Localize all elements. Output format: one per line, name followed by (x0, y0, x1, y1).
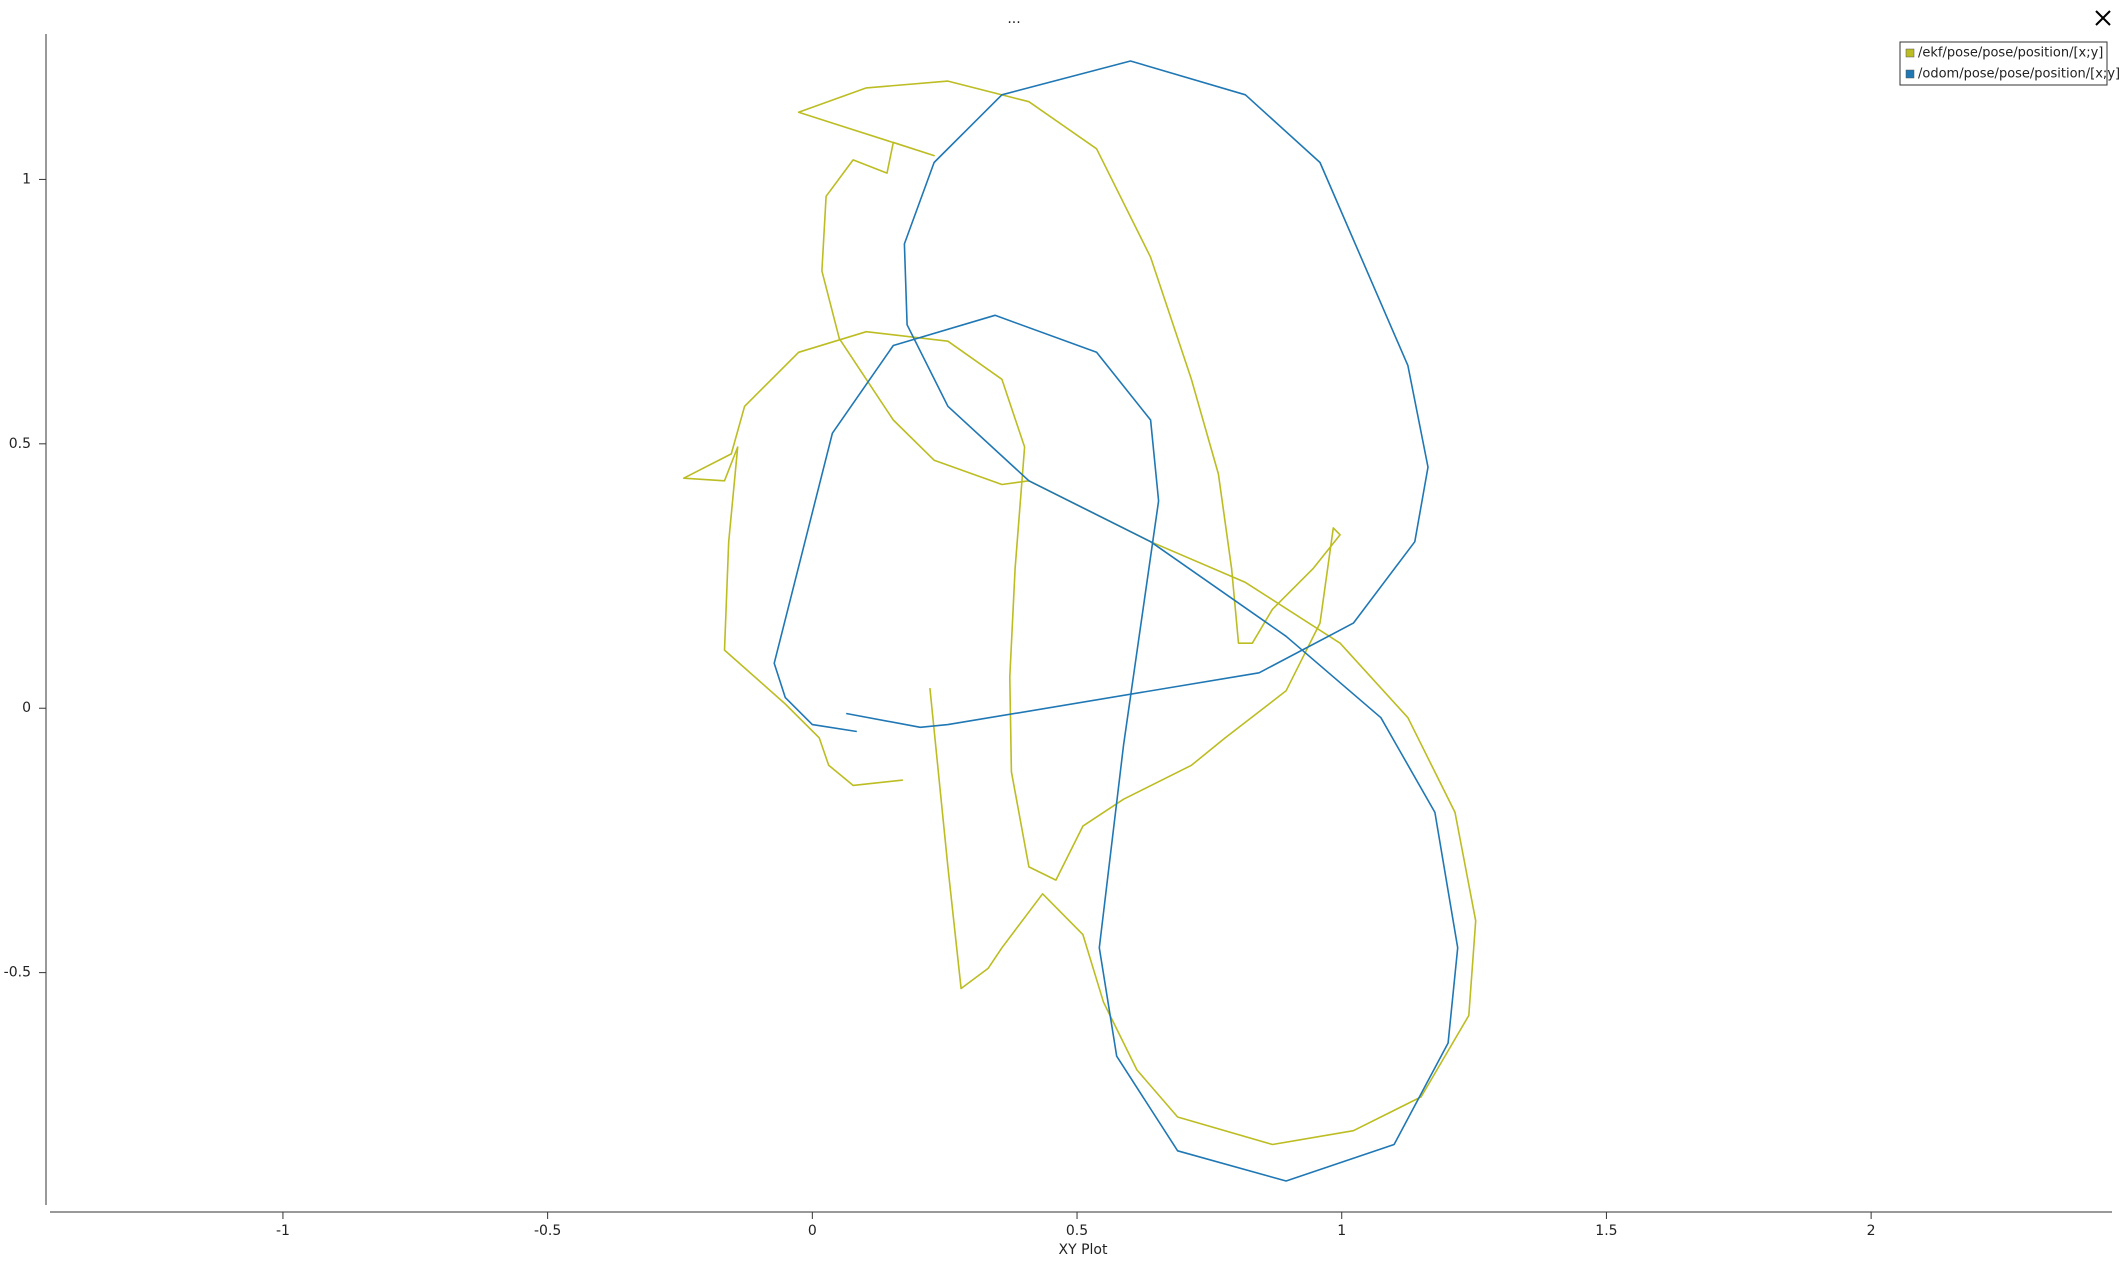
series-line (773, 60, 1459, 1182)
x-tick-label: 2 (1867, 1223, 1876, 1239)
legend-swatch (1905, 48, 1915, 58)
close-icon (2095, 10, 2111, 26)
legend: /ekf/pose/pose/position/[x;y] /odom/pose/… (1899, 41, 2120, 86)
x-tick-label: 1.5 (1595, 1223, 1617, 1239)
y-tick-label: 0.5 (9, 436, 31, 452)
x-tick-label: 0 (808, 1223, 817, 1239)
y-tick-label: 1 (22, 171, 31, 187)
series-line (682, 80, 1477, 1146)
x-tick-label: -0.5 (534, 1223, 561, 1239)
y-tick-label: 0 (22, 700, 31, 716)
x-tick-label: 1 (1337, 1223, 1346, 1239)
x-tick-label: 0.5 (1066, 1223, 1088, 1239)
x-tick-label: -1 (276, 1223, 290, 1239)
plot-title: XY Plot (1059, 1242, 1108, 1258)
y-tick-label: -0.5 (4, 965, 31, 981)
legend-box (1899, 41, 2108, 86)
legend-swatch (1905, 69, 1915, 79)
close-button[interactable] (2095, 10, 2111, 26)
toolbar-text[interactable]: ... (1007, 11, 1020, 27)
legend-label: /ekf/pose/pose/position/[x;y] (1918, 46, 2103, 61)
legend-label: /odom/pose/pose/position/[x;y] (1918, 67, 2120, 82)
